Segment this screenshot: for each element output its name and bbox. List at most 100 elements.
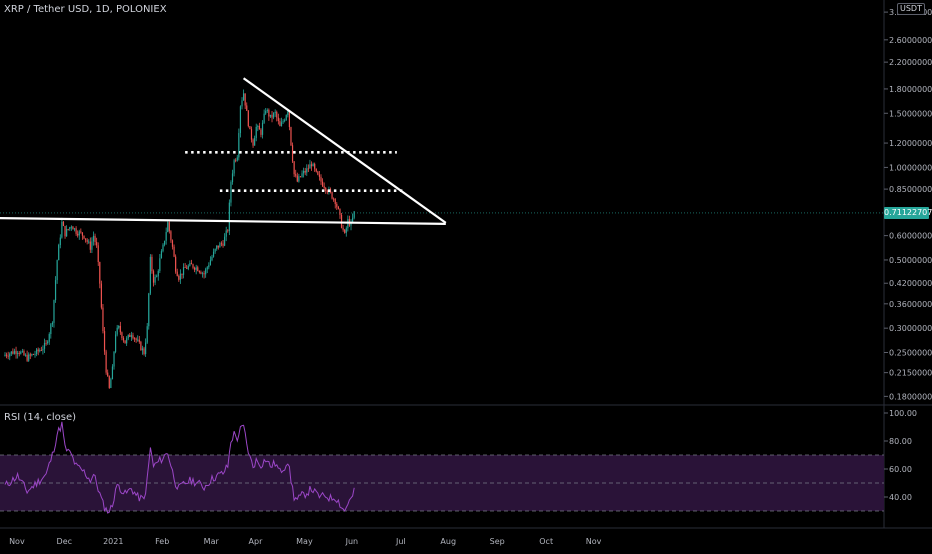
candle-body [212,251,215,257]
candle-body [140,341,142,351]
candle-body [119,325,121,333]
candle-body [295,174,297,176]
candle-body [250,129,253,140]
rsi-axis[interactable]: 100.00 80.00 60.00 40.00 [884,409,917,502]
candle-body [194,267,196,270]
time-label: Oct [539,537,553,546]
candle-body [222,243,224,246]
time-label: Aug [440,537,456,546]
candle-body [282,121,284,123]
candle-body [205,269,207,275]
candle-body [96,241,98,246]
rsi-title: RSI (14, close) [4,412,77,423]
candle-body [271,114,273,118]
candle-body [235,160,237,162]
price-tick-label: 1.80000000 [889,85,932,94]
time-label: Jun [345,537,359,546]
candle-body [279,120,281,127]
candle-body [99,262,101,284]
candle-body [296,175,298,182]
price-axis[interactable]: 3.200000002.600000002.200000001.80000000… [884,8,932,401]
candle-body [276,111,278,118]
candle-body [186,267,188,269]
candle-body [58,244,60,261]
candle-body [151,256,153,272]
candle-body [214,248,216,252]
price-tick-label: 0.18000000 [889,392,932,401]
candle-body [340,214,343,228]
candle-body [315,168,317,172]
descending-trendline[interactable] [242,77,447,224]
candle-body [94,235,96,242]
candle-body [233,160,235,174]
candle-body [331,192,333,199]
candle-body [244,93,246,106]
candle-body [28,354,30,361]
candle-body [168,222,170,232]
candle-body [110,379,112,388]
time-label: Apr [249,537,264,546]
candle-body [334,199,336,204]
candle-body [102,307,104,332]
rsi-tick-label: 40.00 [889,493,912,502]
candle-body [344,229,346,233]
drawings[interactable] [0,77,447,226]
candle-body [301,173,303,177]
candle-body [201,273,204,274]
candle-body [20,351,22,354]
candle-body [51,322,53,325]
candle-body [156,276,158,278]
candle-body [103,331,106,352]
candle-body [277,117,279,121]
candle-body [149,256,151,294]
candle-body [54,280,57,301]
candle-body [325,187,327,191]
rsi-tick-label: 100.00 [889,409,917,418]
candle-body [209,260,211,266]
grid [0,0,932,529]
candle-body [320,176,322,182]
candle-body [56,260,58,281]
candle-body [69,227,71,230]
candle-body [352,217,354,223]
candle-body [203,273,205,275]
candle-body [288,111,290,128]
candle-body [88,241,90,243]
time-label: Feb [155,537,169,546]
candle-body [261,122,264,135]
candle-body [293,161,295,175]
candle-body [197,267,199,271]
support-trendline[interactable] [0,217,446,226]
candle-body [64,225,66,237]
candle-body [171,240,174,247]
candle-body [146,326,148,343]
candle-body [9,353,11,357]
candle-body [342,227,344,230]
time-axis[interactable]: Nov Dec 2021 Feb Mar Apr May Jun Jul Aug Sep Oct Nov [9,537,602,546]
candle-body [326,190,328,193]
candle-body [133,338,136,340]
candle-body [182,267,185,275]
candle-body [80,231,82,233]
candle-body [187,265,189,269]
candle-body [299,176,302,178]
candle-body [145,342,147,355]
candle-body [208,265,210,268]
candle-body [77,233,79,236]
candle-body [241,100,243,107]
candle-body [34,354,36,355]
candle-body [228,202,230,231]
candle-body [255,126,257,138]
candle-body [303,170,305,174]
candle-body [239,106,242,134]
candle-body [115,334,117,352]
currency-badge[interactable]: USDT [897,3,925,15]
candle-body [12,351,14,354]
